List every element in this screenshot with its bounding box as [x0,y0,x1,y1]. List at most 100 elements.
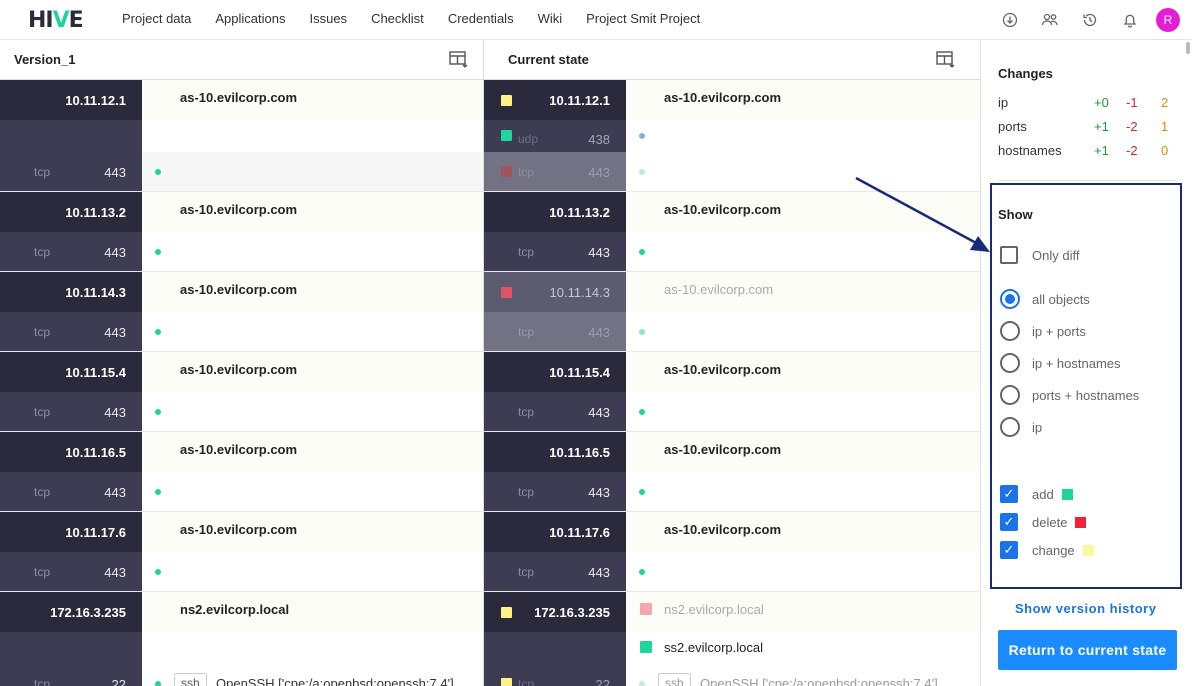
port-status-dot [639,249,645,255]
service-description: OpenSSH ['cpe:/a:openbsd:openssh:7.4'] [216,676,454,686]
port-number: 443 [588,245,610,260]
hostname: as-10.evilcorp.com [664,202,782,217]
radio-all-objects[interactable]: all objects [1000,289,1090,309]
current-state-header: Current state [484,40,980,80]
port-row-deleted[interactable]: tcp 443 [484,152,980,192]
main-nav: Project data Applications Issues Checkli… [122,11,700,26]
port-row[interactable]: tcp 443 [0,152,483,192]
port-row[interactable]: tcp 443 [0,552,483,592]
delete-marker [501,166,512,177]
nav-issues[interactable]: Issues [309,11,348,26]
filter-change-checkbox[interactable]: ✓ change [1000,541,1094,559]
host-row[interactable]: 10.11.17.6 as-10.evilcorp.com [0,512,483,552]
port-status-dot [639,681,645,686]
port-status-dot [639,409,645,415]
service-tag: ssh [174,673,207,686]
protocol: tcp [518,165,535,179]
table-settings-icon[interactable] [449,50,469,69]
check-icon[interactable]: ✓ [1000,541,1018,559]
avatar[interactable]: R [1156,8,1180,32]
version-title: Version_1 [14,52,76,67]
team-icon[interactable] [1030,0,1070,40]
nav-project-data[interactable]: Project data [122,11,192,26]
logo-text-v: V [52,8,70,33]
host-row[interactable]: 10.11.13.2 as-10.evilcorp.com [484,192,980,232]
port-number: 22 [111,677,126,686]
nav-checklist[interactable]: Checklist [371,11,424,26]
filter-delete-checkbox[interactable]: ✓ delete [1000,513,1087,531]
protocol: tcp [34,325,51,339]
bell-icon[interactable] [1110,0,1150,40]
port-status-dot [639,329,645,335]
history-icon[interactable] [1070,0,1110,40]
current-state-panel: Current state 10.11.12.1 as-10.evilcorp.… [484,40,980,686]
port-row[interactable]: tcp 22 ssh OpenSSH ['cpe:/a:openbsd:openss… [0,664,483,686]
empty-row [0,632,483,664]
host-row[interactable]: 10.11.15.4 as-10.evilcorp.com [484,352,980,392]
hostname: as-10.evilcorp.com [664,362,782,377]
changes-label: hostnames [998,143,1062,158]
check-icon[interactable]: ✓ [1000,485,1018,503]
radio-ports-hostnames[interactable]: ports + hostnames [1000,385,1139,405]
port-row[interactable]: tcp 443 [0,312,483,352]
host-row[interactable]: 10.11.16.5 as-10.evilcorp.com [484,432,980,472]
port-row-deleted[interactable]: tcp 443 [484,312,980,352]
nav-credentials[interactable]: Credentials [447,11,514,26]
host-row-deleted[interactable]: 10.11.14.3 as-10.evilcorp.com [484,272,980,312]
changes-summary: Changes ip +0 -1 2 ports +1 -2 1 hostnam… [998,66,1178,167]
host-row[interactable]: 172.16.3.235 ns2.evilcorp.local [484,592,980,632]
only-diff-checkbox[interactable]: Only diff [1000,246,1079,264]
host-row[interactable]: 10.11.13.2 as-10.evilcorp.com [0,192,483,232]
protocol: tcp [34,165,51,179]
radio-label: ports + hostnames [1032,387,1140,403]
hostname: ns2.evilcorp.local [180,602,290,617]
port-row[interactable]: tcp 443 [484,232,980,272]
nav-applications[interactable]: Applications [215,11,286,26]
host-row[interactable]: 172.16.3.235 ns2.evilcorp.local [0,592,483,632]
radio-unselected[interactable] [1000,321,1020,341]
port-row[interactable]: tcp 22 ssh OpenSSH ['cpe:/a:openbsd:openss… [484,664,980,686]
host-row[interactable]: 10.11.17.6 as-10.evilcorp.com [484,512,980,552]
port-number: 443 [104,405,126,420]
add-color-swatch [1061,488,1073,500]
hive-logo[interactable]: HIVE [28,8,84,33]
host-row[interactable]: 10.11.14.3 as-10.evilcorp.com [0,272,483,312]
host-row[interactable]: 10.11.15.4 as-10.evilcorp.com [0,352,483,392]
hostname-row-added[interactable]: ss2.evilcorp.local [484,632,980,664]
hostname: as-10.evilcorp.com [180,362,298,377]
ip-address: 172.16.3.235 [534,605,610,620]
return-to-current-state-button[interactable]: Return to current state [998,630,1177,670]
show-version-history-link[interactable]: Show version history [1015,601,1157,616]
radio-ip[interactable]: ip [1000,417,1042,437]
table-settings-icon[interactable] [936,50,956,69]
port-row[interactable]: tcp 443 [484,392,980,432]
sidebar-scrollbar[interactable] [1186,42,1190,54]
host-row[interactable]: 10.11.12.1 as-10.evilcorp.com [484,80,980,120]
changes-deleted: -1 [1126,95,1138,110]
filter-add-checkbox[interactable]: ✓ add [1000,485,1073,503]
port-row[interactable]: tcp 443 [484,472,980,512]
port-row[interactable]: tcp 443 [0,232,483,272]
current-state-title: Current state [508,52,589,67]
radio-unselected[interactable] [1000,353,1020,373]
check-icon[interactable]: ✓ [1000,513,1018,531]
radio-unselected[interactable] [1000,385,1020,405]
port-status-dot [155,569,161,575]
radio-unselected[interactable] [1000,417,1020,437]
port-row[interactable]: tcp 443 [0,392,483,432]
radio-ip-ports[interactable]: ip + ports [1000,321,1086,341]
changes-modified: 0 [1161,143,1169,158]
radio-ip-hostnames[interactable]: ip + hostnames [1000,353,1121,373]
ip-address: 10.11.13.2 [65,205,126,220]
host-row[interactable]: 10.11.16.5 as-10.evilcorp.com [0,432,483,472]
download-icon[interactable] [990,0,1030,40]
port-row[interactable]: tcp 443 [484,552,980,592]
port-row[interactable]: tcp 443 [0,472,483,512]
radio-selected[interactable] [1000,289,1020,309]
host-row[interactable]: 10.11.12.1 as-10.evilcorp.com [0,80,483,120]
nav-wiki[interactable]: Wiki [537,11,563,26]
port-row-added[interactable]: udp 438 [484,120,980,152]
nav-project-name[interactable]: Project Smit Project [586,11,701,26]
checkbox-unchecked[interactable] [1000,246,1018,264]
port-status-dot [639,169,645,175]
